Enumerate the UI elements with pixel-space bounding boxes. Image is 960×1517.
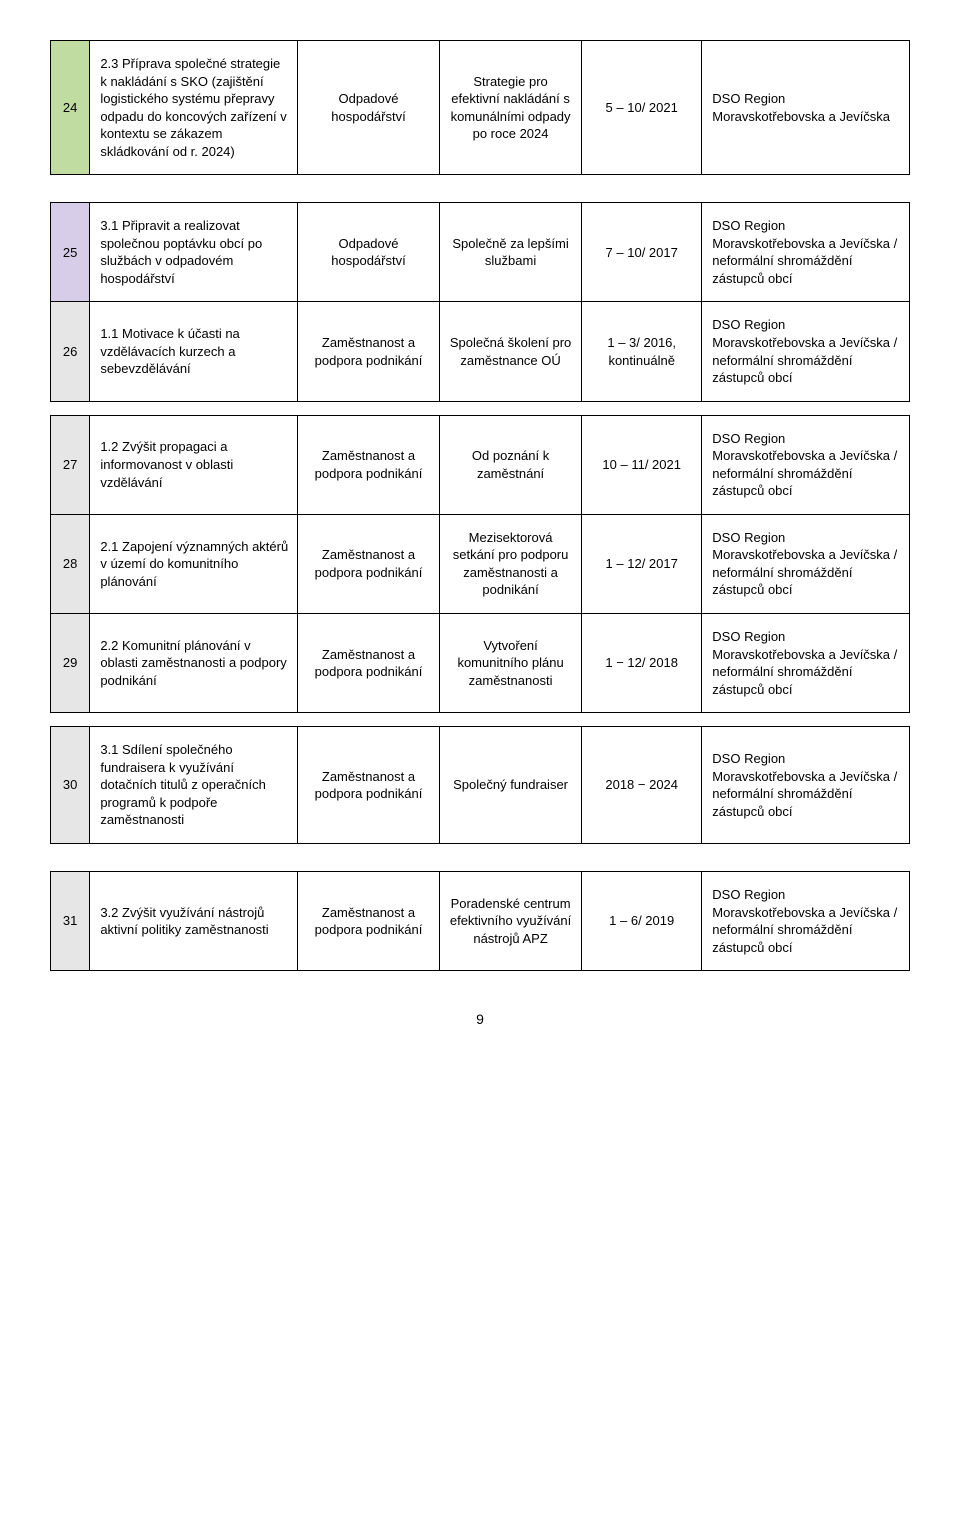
row-timeframe: 2018 − 2024 [582,727,702,844]
row-output: Mezisektorová setkání pro podporu zaměst… [440,514,582,613]
row-spacer [51,843,910,871]
table-row: 303.1 Sdílení společného fundraisera k v… [51,727,910,844]
table-row: 242.3 Příprava společné strategie k nakl… [51,41,910,175]
row-number: 31 [51,871,90,970]
row-area: Odpadové hospodářství [297,203,439,302]
row-timeframe: 1 – 6/ 2019 [582,871,702,970]
row-number: 30 [51,727,90,844]
page-number: 9 [50,1011,910,1027]
row-responsible: DSO Region Moravskotřebovska a Jevíčska … [702,302,910,401]
row-timeframe: 1 – 12/ 2017 [582,514,702,613]
row-responsible: DSO Region Moravskotřebovska a Jevíčska … [702,727,910,844]
row-output: Společný fundraiser [440,727,582,844]
row-spacer [51,713,910,727]
document-page: 242.3 Příprava společné strategie k nakl… [0,0,960,1057]
row-number: 24 [51,41,90,175]
row-area: Zaměstnanost a podpora podnikání [297,871,439,970]
data-table: 242.3 Příprava společné strategie k nakl… [50,40,910,971]
row-timeframe: 5 – 10/ 2021 [582,41,702,175]
row-output: Vytvoření komunitního plánu zaměstnanost… [440,614,582,713]
row-area: Zaměstnanost a podpora podnikání [297,302,439,401]
row-responsible: DSO Region Moravskotřebovska a Jevíčska … [702,871,910,970]
row-area: Zaměstnanost a podpora podnikání [297,514,439,613]
row-output: Společně za lepšími službami [440,203,582,302]
row-area: Zaměstnanost a podpora podnikání [297,415,439,514]
row-timeframe: 1 − 12/ 2018 [582,614,702,713]
table-row: 292.2 Komunitní plánování v oblasti zamě… [51,614,910,713]
row-responsible: DSO Region Moravskotřebovska a Jevíčska … [702,415,910,514]
row-output: Poradenské centrum efektivního využívání… [440,871,582,970]
row-output: Od poznání k zaměstnání [440,415,582,514]
table-row: 313.2 Zvýšit využívání nástrojů aktivní … [51,871,910,970]
table-row: 261.1 Motivace k účasti na vzdělávacích … [51,302,910,401]
table-row: 271.2 Zvýšit propagaci a informovanost v… [51,415,910,514]
row-number: 29 [51,614,90,713]
row-responsible: DSO Region Moravskotřebovska a Jevíčska … [702,614,910,713]
row-description: 1.2 Zvýšit propagaci a informovanost v o… [90,415,298,514]
row-description: 3.2 Zvýšit využívání nástrojů aktivní po… [90,871,298,970]
row-area: Zaměstnanost a podpora podnikání [297,727,439,844]
row-output: Strategie pro efektivní nakládání s komu… [440,41,582,175]
row-timeframe: 7 – 10/ 2017 [582,203,702,302]
row-number: 27 [51,415,90,514]
row-description: 1.1 Motivace k účasti na vzdělávacích ku… [90,302,298,401]
row-timeframe: 10 – 11/ 2021 [582,415,702,514]
row-description: 3.1 Sdílení společného fundraisera k vyu… [90,727,298,844]
row-responsible: DSO Region Moravskotřebovska a Jevíčska … [702,203,910,302]
row-responsible: DSO Region Moravskotřebovska a Jevíčska … [702,514,910,613]
table-row: 253.1 Připravit a realizovat společnou p… [51,203,910,302]
row-timeframe: 1 – 3/ 2016, kontinuálně [582,302,702,401]
row-responsible: DSO Region Moravskotřebovska a Jevíčska [702,41,910,175]
row-area: Odpadové hospodářství [297,41,439,175]
row-spacer [51,401,910,415]
row-output: Společná školení pro zaměstnance OÚ [440,302,582,401]
row-description: 2.1 Zapojení významných aktérů v území d… [90,514,298,613]
row-number: 26 [51,302,90,401]
row-description: 3.1 Připravit a realizovat společnou pop… [90,203,298,302]
row-spacer [51,175,910,203]
table-row: 282.1 Zapojení významných aktérů v území… [51,514,910,613]
row-number: 25 [51,203,90,302]
row-description: 2.2 Komunitní plánování v oblasti zaměst… [90,614,298,713]
row-area: Zaměstnanost a podpora podnikání [297,614,439,713]
row-number: 28 [51,514,90,613]
row-description: 2.3 Příprava společné strategie k naklád… [90,41,298,175]
